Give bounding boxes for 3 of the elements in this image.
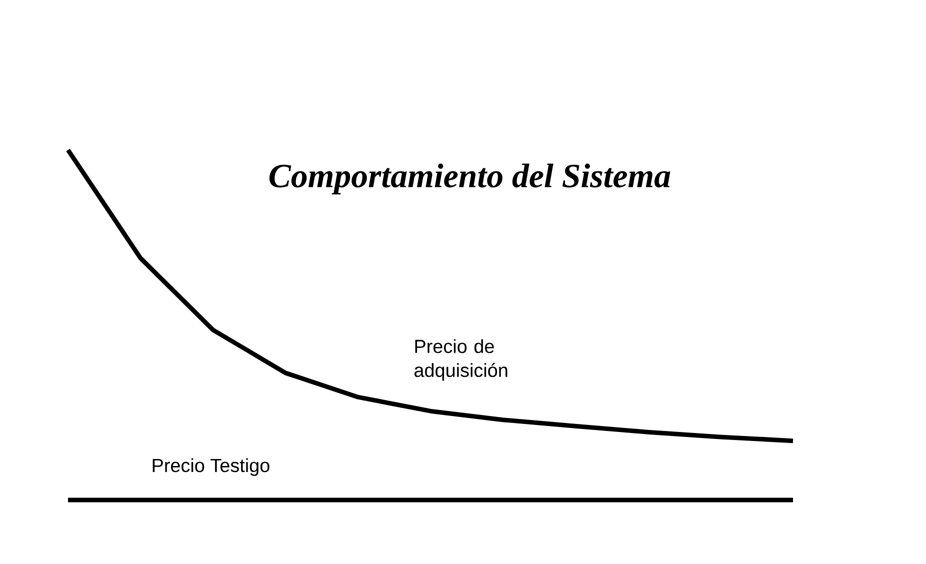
chart-title: Comportamiento del Sistema (269, 164, 670, 194)
series-label: Precio Testigo (152, 458, 270, 476)
series-label: Precio de adquisición (414, 339, 508, 381)
